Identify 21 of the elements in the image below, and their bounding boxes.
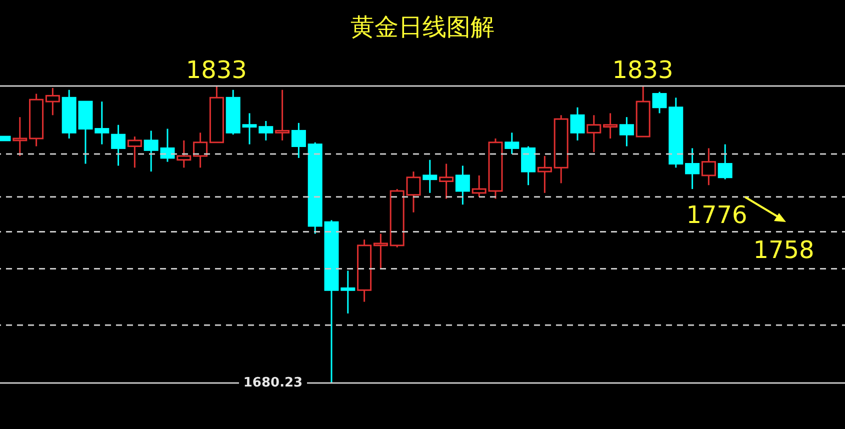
candlestick [685, 147, 700, 190]
candlestick [537, 155, 552, 194]
candlestick [12, 116, 28, 157]
annotation: 1833 [186, 56, 247, 84]
chart-title: 黄金日线图解 [350, 12, 496, 42]
candlestick [144, 130, 158, 172]
candlestick [439, 163, 454, 200]
candlestick [554, 114, 568, 184]
candlestick [193, 132, 208, 168]
ref-line-label: 1680.23 [243, 376, 303, 390]
annotation: 1833 [612, 56, 674, 84]
candlestick [373, 233, 388, 270]
candlestick [603, 112, 618, 140]
candlestick [455, 164, 470, 206]
annotation: 1758 [753, 236, 814, 264]
candlestick [111, 124, 126, 166]
annotation: 1776 [686, 200, 748, 229]
candlestick [422, 159, 438, 194]
candlestick [160, 128, 175, 163]
candlestick [701, 147, 716, 186]
candlestick [586, 114, 602, 153]
